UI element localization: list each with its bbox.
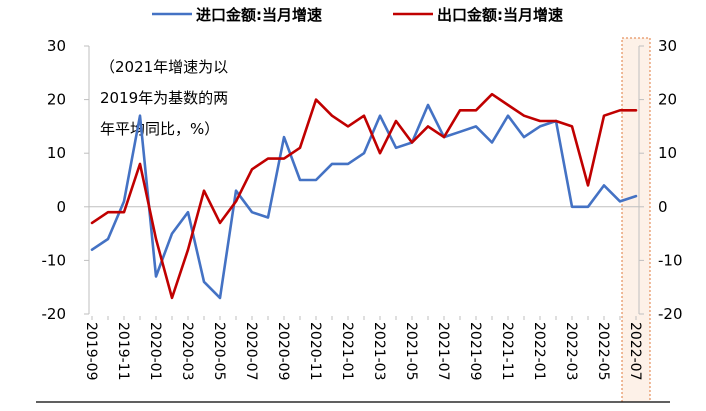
x-tick-label: 2022-05 — [595, 322, 611, 381]
x-tick-label: 2021-09 — [467, 322, 483, 381]
x-tick-label: 2021-01 — [339, 322, 355, 381]
y-tick-label-right: 10 — [658, 144, 677, 162]
x-tick-label: 2020-01 — [147, 322, 163, 381]
highlight-region — [621, 37, 651, 403]
x-tick-label: 2021-11 — [499, 322, 515, 381]
y-tick-label-right: 20 — [658, 91, 677, 109]
x-tick-label: 2020-07 — [243, 322, 259, 381]
y-tick-label-left: 10 — [47, 144, 66, 162]
x-tick-label: 2022-03 — [563, 322, 579, 381]
y-tick-label-left: 30 — [47, 37, 66, 55]
y-tick-label-right: -20 — [658, 305, 683, 323]
x-tick-label: 2021-05 — [403, 322, 419, 381]
x-tick-label: 2021-07 — [435, 322, 451, 381]
annotation-line: 年平均同比，%） — [100, 120, 219, 138]
x-tick-label: 2019-11 — [115, 322, 131, 381]
y-tick-label-right: 0 — [658, 198, 668, 216]
legend-label-0: 进口金额:当月增速 — [196, 6, 322, 24]
y-tick-label-left: -10 — [42, 251, 67, 269]
y-tick-label-right: 30 — [658, 37, 677, 55]
x-tick-label: 2020-03 — [179, 322, 195, 381]
annotation-line: 2019年为基数的两 — [100, 89, 228, 107]
x-tick-label: 2022-01 — [531, 322, 547, 381]
y-tick-label-left: 20 — [47, 91, 66, 109]
y-tick-label-left: -20 — [42, 305, 67, 323]
series-line-1 — [90, 92, 638, 300]
x-tick-label: 2019-09 — [83, 322, 99, 381]
series-line-0 — [90, 103, 638, 300]
annotation-line: （2021年增速为以 — [100, 58, 228, 76]
axes: -20 -20 -10 -10 0 0 10 10 20 20 30 30 2019-09 2019-11… — [36, 37, 683, 403]
y-tick-label-right: -10 — [658, 251, 683, 269]
series-group — [90, 92, 638, 300]
legend: 进口金额:当月增速 出口金额:当月增速 — [152, 6, 563, 24]
legend-label-1: 出口金额:当月增速 — [437, 6, 563, 24]
x-tick-label: 2022-07 — [627, 322, 643, 381]
x-tick-label: 2020-11 — [307, 322, 323, 381]
x-tick-label: 2020-09 — [275, 322, 291, 381]
x-tick-label: 2021-03 — [371, 322, 387, 381]
y-tick-label-left: 0 — [56, 198, 66, 216]
x-tick-label: 2020-05 — [211, 322, 227, 381]
